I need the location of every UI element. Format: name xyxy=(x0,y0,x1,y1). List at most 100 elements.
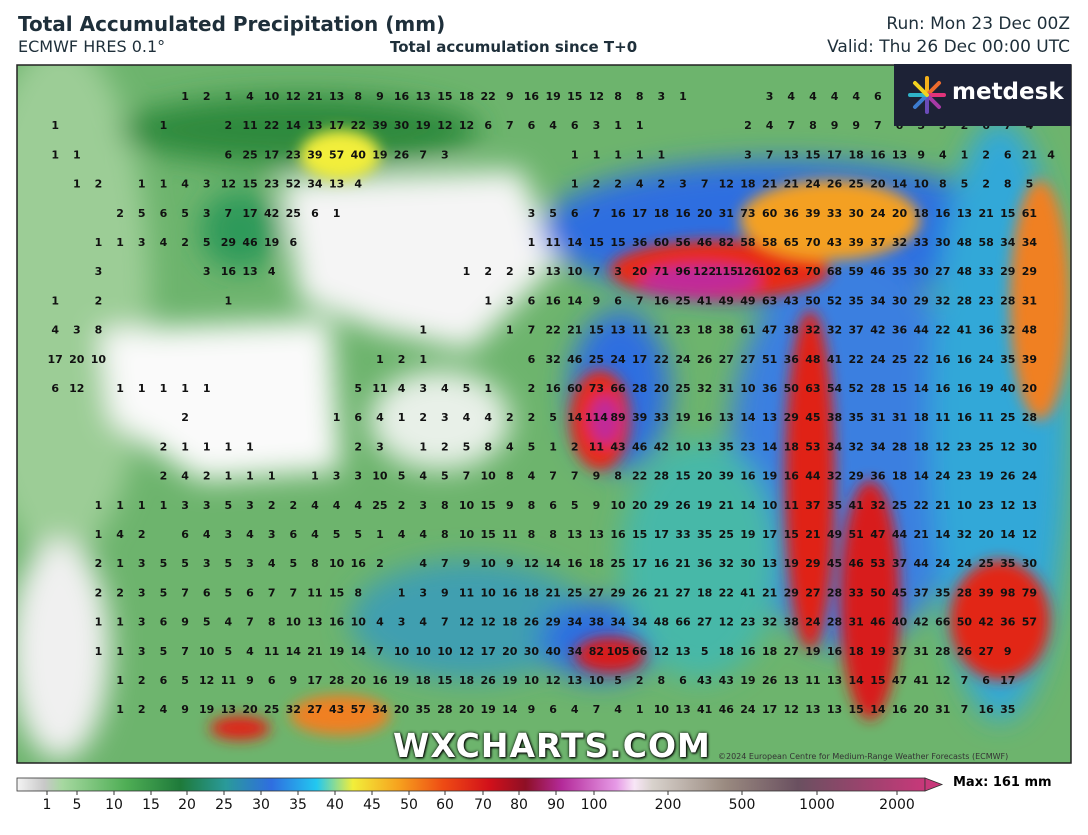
grid-value: 4 xyxy=(268,265,276,278)
grid-value: 6 xyxy=(614,294,622,307)
grid-value: 3 xyxy=(441,411,449,424)
grid-value: 14 xyxy=(849,674,865,687)
grid-value: 70 xyxy=(805,265,821,278)
grid-value: 7 xyxy=(441,557,449,570)
grid-value: 2 xyxy=(614,178,622,191)
grid-value: 49 xyxy=(740,294,755,307)
grid-value: 28 xyxy=(654,470,669,483)
grid-value: 32 xyxy=(719,557,734,570)
grid-value: 23 xyxy=(264,178,279,191)
grid-value: 23 xyxy=(740,616,755,629)
grid-value: 66 xyxy=(675,616,691,629)
colorbar-label: 60 xyxy=(436,797,454,813)
grid-value: 4 xyxy=(441,382,449,395)
grid-value: 1 xyxy=(246,440,254,453)
grid-value: 11 xyxy=(221,674,236,687)
grid-value: 20 xyxy=(502,645,518,658)
grid-value: 35 xyxy=(849,411,864,424)
grid-value: 28 xyxy=(892,440,907,453)
grid-value: 4 xyxy=(160,236,168,249)
grid-value: 14 xyxy=(762,440,778,453)
grid-value: 9 xyxy=(441,586,449,599)
grid-value: 10 xyxy=(329,557,345,570)
grid-value: 4 xyxy=(246,528,254,541)
grid-value: 35 xyxy=(1000,703,1015,716)
grid-value: 18 xyxy=(913,411,928,424)
grid-value: 1 xyxy=(225,440,233,453)
grid-value: 5 xyxy=(225,499,233,512)
grid-value: 23 xyxy=(740,440,755,453)
grid-value: 2 xyxy=(203,470,211,483)
run-time: Run: Mon 23 Dec 00Z xyxy=(886,14,1070,34)
grid-value: 15 xyxy=(632,528,647,541)
valid-time: Valid: Thu 26 Dec 00:00 UTC xyxy=(827,37,1070,57)
grid-value: 114 xyxy=(585,411,608,424)
grid-value: 32 xyxy=(957,528,972,541)
grid-value: 4 xyxy=(181,470,189,483)
grid-value: 2 xyxy=(268,499,276,512)
grid-value: 1 xyxy=(593,148,601,161)
grid-value: 8 xyxy=(441,499,449,512)
grid-value: 4 xyxy=(809,90,817,103)
grid-value: 9 xyxy=(506,557,514,570)
grid-value: 31 xyxy=(913,645,928,658)
grid-value: 10 xyxy=(675,440,691,453)
grid-value: 12 xyxy=(935,440,950,453)
grid-value: 2 xyxy=(571,440,579,453)
grid-value: 30 xyxy=(1022,557,1038,570)
grid-value: 31 xyxy=(892,411,907,424)
grid-value: 7 xyxy=(593,265,601,278)
grid-value: 17 xyxy=(762,528,777,541)
grid-value: 7 xyxy=(463,470,471,483)
grid-value: 25 xyxy=(1000,411,1015,424)
grid-value: 39 xyxy=(372,119,387,132)
grid-value: 32 xyxy=(286,703,301,716)
grid-value: 3 xyxy=(333,470,341,483)
grid-value: 20 xyxy=(697,470,713,483)
grid-value: 25 xyxy=(286,207,301,220)
grid-value: 7 xyxy=(181,586,189,599)
grid-value: 89 xyxy=(610,411,625,424)
grid-value: 1 xyxy=(225,470,233,483)
grid-value: 28 xyxy=(870,382,885,395)
grid-value: 7 xyxy=(766,148,774,161)
grid-value: 17 xyxy=(1000,674,1015,687)
grid-value: 32 xyxy=(827,470,842,483)
grid-value: 43 xyxy=(784,294,799,307)
grid-value: 4 xyxy=(398,528,406,541)
grid-value: 5 xyxy=(1026,178,1034,191)
grid-value: 24 xyxy=(935,557,951,570)
grid-value: 13 xyxy=(675,703,690,716)
grid-value: 1 xyxy=(614,119,622,132)
colorbar-label: 500 xyxy=(729,797,756,813)
grid-value: 31 xyxy=(1022,294,1037,307)
grid-value: 20 xyxy=(69,353,85,366)
grid-value: 5 xyxy=(203,616,211,629)
colorbar-label: 2000 xyxy=(879,797,915,813)
grid-value: 33 xyxy=(675,528,690,541)
grid-value: 17 xyxy=(654,528,669,541)
grid-value: 1 xyxy=(95,528,103,541)
grid-value: 1 xyxy=(116,645,124,658)
grid-value: 34 xyxy=(567,616,583,629)
grid-value: 7 xyxy=(246,616,254,629)
grid-value: 15 xyxy=(784,528,799,541)
grid-value: 16 xyxy=(329,616,345,629)
grid-value: 58 xyxy=(978,236,993,249)
grid-value: 9 xyxy=(289,674,297,687)
grid-value: 43 xyxy=(719,674,734,687)
grid-value: 13 xyxy=(957,207,972,220)
grid-value: 33 xyxy=(849,586,864,599)
grid-value: 11 xyxy=(784,499,799,512)
grid-value: 14 xyxy=(913,382,929,395)
grid-value: 82 xyxy=(589,645,604,658)
grid-value: 8 xyxy=(268,616,276,629)
grid-value: 29 xyxy=(545,616,560,629)
grid-value: 45 xyxy=(805,411,820,424)
grid-value: 22 xyxy=(849,353,864,366)
grid-value: 16 xyxy=(697,411,713,424)
grid-value: 5 xyxy=(333,528,341,541)
grid-value: 28 xyxy=(437,703,452,716)
grid-value: 8 xyxy=(658,674,666,687)
grid-value: 11 xyxy=(632,324,647,337)
